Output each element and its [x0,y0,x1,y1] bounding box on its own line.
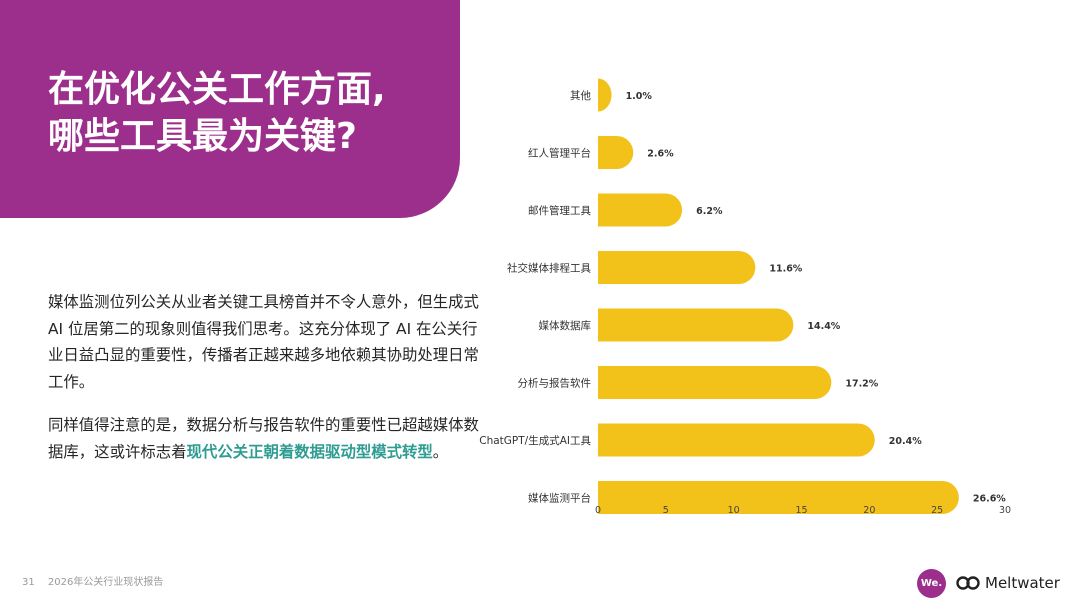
footer: 31 2026年公关行业现状报告 [22,573,163,588]
body-paragraph-1: 媒体监测位列公关从业者关键工具榜首并不令人意外，但生成式 AI 位居第二的现象则… [48,293,479,391]
body-paragraph-2-highlight: 现代公关正朝着数据驱动型模式转型 [186,442,433,461]
bar-1 [598,136,634,169]
value-label-6: 20.4% [889,436,922,447]
body-paragraph-2-end: 。 [432,442,449,461]
value-label-2: 6.2% [696,206,723,217]
category-label-1: 红人管理平台 [528,147,591,160]
x-tick-label-5: 25 [931,505,943,516]
bar-0 [598,78,612,112]
category-label-7: 媒体监测平台 [528,492,591,505]
meltwater-icon [956,576,980,590]
bar-5 [598,366,832,399]
category-label-3: 社交媒体排程工具 [507,262,591,275]
x-tick-label-4: 20 [863,505,875,516]
category-label-6: ChatGPT/生成式AI工具 [479,434,591,447]
body-text: 媒体监测位列公关从业者关键工具榜首并不令人意外，但生成式 AI 位居第二的现象则… [48,289,480,482]
title-banner [0,0,460,218]
category-label-2: 邮件管理工具 [528,204,591,217]
bar-chart: 其他 1.0% 红人管理平台 2.6% 邮件管理工具 6.2% 社交媒体排程工具 11.6% 媒… [479,78,1011,516]
x-tick-label-1: 5 [663,505,669,516]
page-number: 31 [22,577,35,588]
bar-3 [598,251,756,284]
page-title: 在优化公关工作方面, 哪些工具最为关键? [48,66,386,160]
bar-4 [598,308,794,342]
body-paragraph-2: 同样值得注意的是，数据分析与报告软件的重要性已超越媒体数据库，这或许标志着现代公… [48,412,480,465]
x-tick-label-3: 15 [795,505,807,516]
bar-6 [598,423,875,457]
value-label-5: 17.2% [845,379,878,390]
page-title-line-1: 在优化公关工作方面, [48,69,386,110]
value-label-3: 11.6% [769,264,802,275]
we-logo: We. [917,569,946,598]
report-title: 2026年公关行业现状报告 [47,577,164,588]
bar-7 [598,481,959,514]
value-label-0: 1.0% [626,91,653,102]
value-label-7: 26.6% [973,494,1006,505]
x-tick-label-2: 10 [728,505,740,516]
bar-2 [598,193,683,227]
meltwater-logo: Meltwater [955,574,1060,592]
page-title-line-2: 哪些工具最为关键? [48,116,357,157]
x-tick-label-6: 30 [999,505,1011,516]
category-label-0: 其他 [570,89,591,102]
category-label-4: 媒体数据库 [539,319,592,332]
x-tick-label-0: 0 [595,505,601,516]
body-paragraph-2-text: 同样值得注意的是，数据分析与报告软件的重要性已超越媒体数据库，这或许标志着 [48,416,479,461]
value-label-1: 2.6% [647,149,674,160]
meltwater-wordmark: Meltwater [985,574,1060,592]
category-label-5: 分析与报告软件 [518,377,592,390]
value-label-4: 14.4% [807,321,840,332]
